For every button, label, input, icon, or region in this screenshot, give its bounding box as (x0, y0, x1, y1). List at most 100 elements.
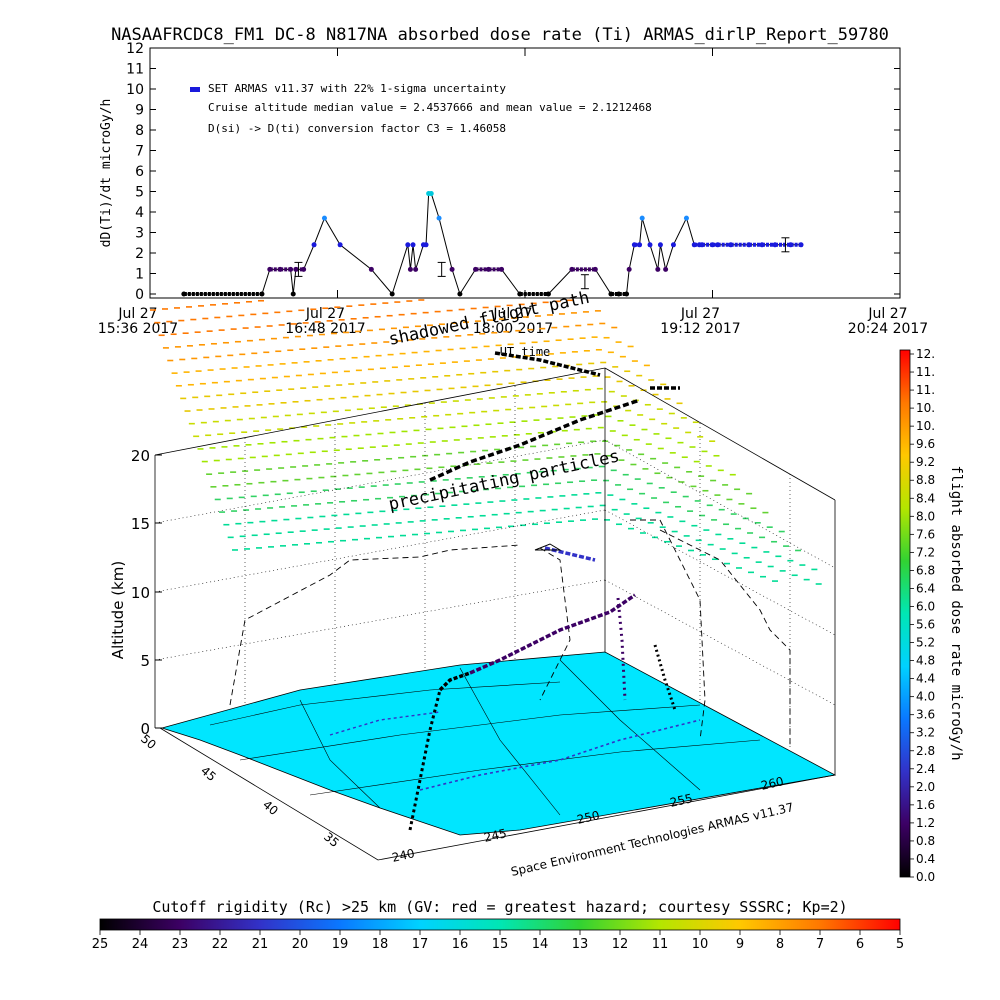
colorbar-tick-label: 8.8 (916, 473, 935, 487)
data-point (436, 215, 442, 221)
data-point (655, 266, 661, 272)
colorbar-tick-label: 3.2 (916, 726, 935, 740)
right-colorbar-ticks: 12. 11. 11. 10. 10. 9.6 9.2 8.8 8.4 8.0 7.6 7.2 6.8 6… (910, 347, 935, 884)
data-point (267, 266, 273, 272)
lat-tick-label: 35 (321, 830, 342, 851)
right-colorbar-ramp (899, 349, 911, 878)
colorbar-tick-label: 2.8 (916, 744, 935, 758)
data-point (517, 291, 523, 297)
data-point (405, 242, 411, 248)
colorbar-tick-label: 4.8 (916, 654, 935, 668)
data-point (301, 266, 307, 272)
longitude-ticks: 240 245 250 255 260 (391, 774, 785, 865)
data-point (788, 242, 794, 248)
data-point (608, 291, 614, 297)
colorbar-tick-label: 1.6 (916, 798, 935, 812)
x-tick-label: 19:12 2017 (660, 321, 740, 337)
bottom-colorbar-tick-label: 5 (896, 937, 904, 952)
bottom-colorbar-tick-label: 11 (652, 937, 669, 952)
data-point (657, 242, 663, 248)
bottom-colorbar-tick-label: 24 (132, 937, 149, 952)
bottom-colorbar-tick-label: 6 (856, 937, 864, 952)
y-tick-label: 9 (135, 103, 144, 119)
data-point (670, 242, 676, 248)
flight-paths (408, 351, 680, 831)
bottom-colorbar-tick-label: 9 (736, 937, 744, 952)
data-point (293, 266, 299, 272)
y-tick-label: 6 (135, 164, 144, 180)
x-tick-label: 15:36 2017 (98, 321, 178, 337)
x-tick-label: Jul 27 (117, 306, 157, 322)
colorbar-tick-label: 8.4 (916, 491, 935, 505)
z-tick-label: 5 (140, 652, 150, 670)
z-axis-label: Altitude (km) (109, 561, 127, 659)
x-tick-label: Jul 27 (492, 306, 532, 322)
box-wireframe (154, 367, 836, 775)
lon-tick-label: 255 (669, 791, 694, 810)
colorbar-tick-label: 8.0 (916, 509, 935, 523)
colorbar-tick-label: 9.2 (916, 455, 935, 469)
data-point (624, 291, 630, 297)
y-tick-label: 5 (135, 185, 144, 201)
colorbar-tick-label: 7.6 (916, 527, 935, 541)
colorbar-tick-label: 4.4 (916, 672, 935, 686)
legend-line-2: Cruise altitude median value = 2.4537666… (208, 101, 652, 114)
y-tick-label: 8 (135, 123, 144, 139)
data-point (423, 242, 429, 248)
data-point (311, 242, 317, 248)
colorbar-tick-label: 3.6 (916, 708, 935, 722)
colorbar-tick-label: 7.2 (916, 545, 935, 559)
bottom-colorbar-tick-label: 14 (532, 937, 549, 952)
data-point (691, 242, 697, 248)
bottom-colorbar-tick-label: 20 (292, 937, 309, 952)
bottom-colorbar-tick-label: 19 (332, 937, 349, 952)
bottom-colorbar-label: Cutoff rigidity (Rc) >25 km (GV: red = g… (152, 898, 847, 916)
bottom-colorbar: Cutoff rigidity (Rc) >25 km (GV: red = g… (92, 898, 904, 952)
data-point (181, 291, 187, 297)
colorbar-tick-label: 6.4 (916, 581, 935, 595)
legend-line-3: D(si) -> D(ti) conversion factor C3 = 1.… (208, 122, 506, 135)
data-point (710, 242, 715, 248)
y-tick-label: 12 (126, 41, 144, 57)
colorbar-tick-label: 4.0 (916, 690, 935, 704)
data-point (545, 291, 551, 297)
bottom-colorbar-tick-label: 16 (452, 937, 469, 952)
colorbar-tick-label: 1.2 (916, 816, 935, 830)
colorbar-tick-label: 11. (916, 383, 935, 397)
y-tick-label: 7 (135, 144, 144, 160)
data-point (616, 291, 622, 297)
lon-tick-label: 260 (760, 774, 785, 793)
legend-line-1: SET ARMAS v11.37 with 22% 1-sigma uncert… (208, 82, 506, 95)
data-point (798, 242, 804, 248)
y-tick-label: 3 (135, 226, 144, 242)
data-point (413, 266, 419, 272)
lon-tick-label: 245 (483, 826, 508, 845)
data-point (288, 266, 294, 272)
colorbar-tick-label: 6.0 (916, 599, 935, 613)
y-tick-label: 4 (135, 205, 144, 221)
page-title: NASAAFRCDC8_FM1 DC-8 N817NA absorbed dos… (111, 25, 889, 45)
bottom-colorbar-tick-label: 15 (492, 937, 509, 952)
data-point (368, 266, 374, 272)
bottom-colorbar-tick-label: 13 (572, 937, 589, 952)
x-tick-label: Jul 27 (867, 306, 907, 322)
bottom-colorbar-tick-label: 17 (412, 937, 429, 952)
y-axis-label: dD(Ti)/dt microGy/h (99, 99, 114, 248)
data-point (410, 242, 416, 248)
z-tick-label: 10 (131, 584, 150, 602)
x-tick-label: 20:24 2017 (848, 321, 928, 337)
y-tick-label: 0 (135, 287, 144, 303)
bottom-colorbar-tick-label: 8 (776, 937, 784, 952)
particle-dashes (150, 299, 822, 585)
data-point (728, 242, 734, 248)
y-tick-label: 11 (126, 62, 144, 78)
data-point (639, 215, 645, 221)
colorbar-tick-label: 11. (916, 365, 935, 379)
map-surface (159, 651, 837, 861)
data-point (746, 242, 752, 248)
